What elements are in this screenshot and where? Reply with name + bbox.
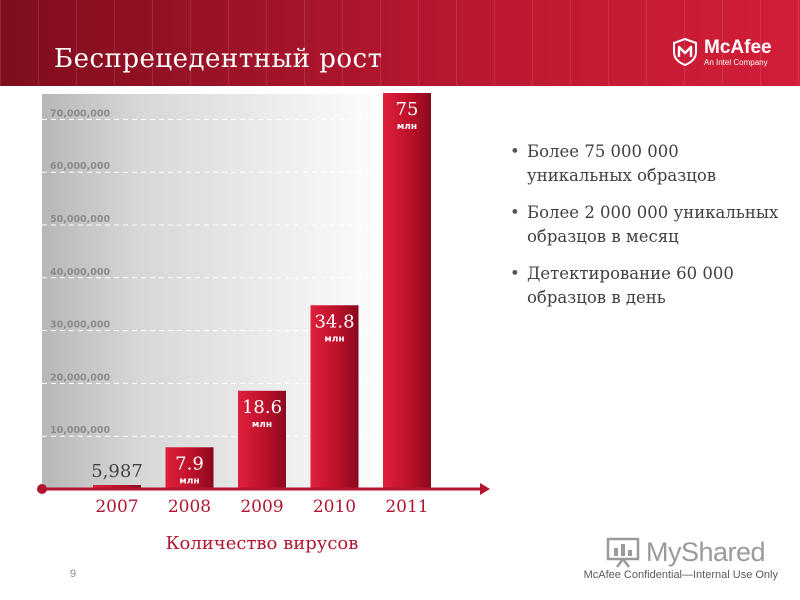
bar-unit-label: млн	[179, 476, 199, 486]
y-tick-label: 30,000,000	[50, 320, 110, 331]
bullet-list: Более 75 000 000 уникальных образцов Бол…	[510, 140, 780, 323]
bar-2010	[310, 305, 359, 489]
myshared-presentation-icon	[606, 537, 640, 568]
x-tick-label: 2010	[313, 497, 356, 517]
x-tick-label: 2009	[240, 497, 283, 517]
bar-value-label: 18.6	[242, 397, 282, 418]
y-tick-label: 50,000,000	[50, 214, 110, 225]
y-tick-label: 10,000,000	[50, 425, 110, 436]
x-tick-label: 2007	[95, 497, 138, 517]
confidential-note: McAfee Confidential—Internal Use Only	[583, 569, 778, 581]
bar-2007	[93, 485, 141, 489]
bar-unit-label: млн	[324, 334, 344, 344]
banner-pattern	[0, 0, 800, 86]
y-tick-label: 70,000,000	[50, 108, 110, 119]
bar-value-label: 7.9	[175, 453, 204, 474]
bar-2011	[383, 93, 431, 489]
page-number: 9	[70, 568, 77, 580]
header-banner: Беспрецедентный рост McAfee An Intel Com…	[0, 0, 800, 86]
axis-arrow-icon	[480, 483, 490, 495]
y-tick-label: 20,000,000	[50, 372, 110, 383]
bar-value-label: 5,987	[91, 461, 143, 482]
axis-start-dot	[37, 484, 47, 494]
bar-unit-label: млн	[252, 420, 272, 430]
bar-value-label: 75	[396, 99, 419, 120]
logo-subtitle: An Intel Company	[704, 58, 768, 67]
watermark-text: MyShared	[646, 536, 766, 567]
bar-unit-label: млн	[397, 122, 417, 132]
y-tick-label: 40,000,000	[50, 267, 110, 278]
mcafee-logo: McAfee An Intel Company	[672, 38, 780, 78]
y-tick-label: 60,000,000	[50, 161, 110, 172]
x-tick-label: 2008	[168, 497, 211, 517]
mcafee-shield-icon	[673, 38, 697, 66]
logo-name: McAfee	[704, 37, 772, 58]
bar-2009	[238, 390, 286, 489]
bar-2008	[165, 447, 214, 489]
bar-value-label: 34.8	[314, 311, 354, 332]
slide-title: Беспрецедентный рост	[54, 44, 383, 74]
bullet-item: Более 75 000 000 уникальных образцов	[510, 140, 780, 188]
myshared-watermark: MyShared	[606, 534, 766, 570]
bullet-item: Более 2 000 000 уникальных образцов в ме…	[510, 201, 780, 249]
bullet-item: Детектирование 60 000 образцов в день	[510, 262, 780, 310]
x-axis-label: Количество вирусов	[166, 533, 359, 554]
x-tick-label: 2011	[385, 497, 428, 517]
